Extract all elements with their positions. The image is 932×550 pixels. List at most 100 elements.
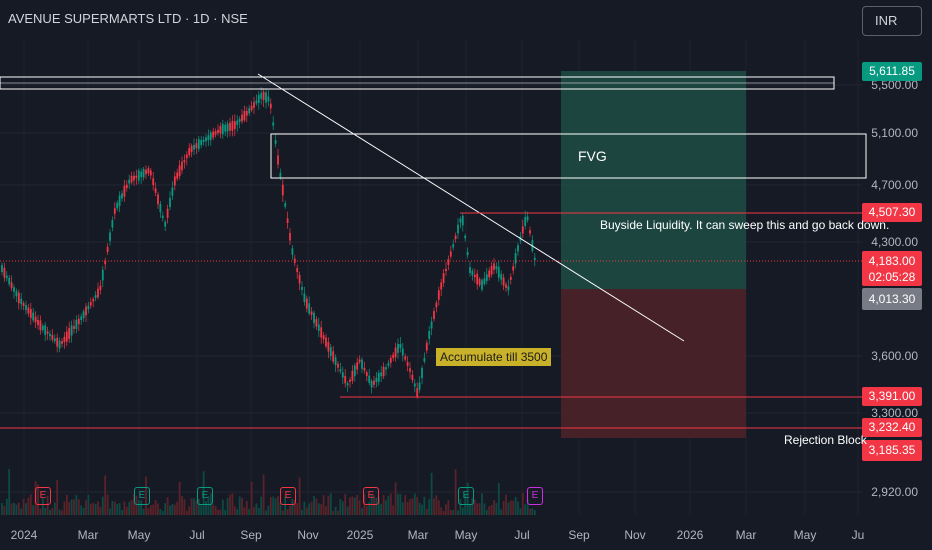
candle-body xyxy=(382,366,385,377)
candle-body xyxy=(421,367,423,379)
candle-body xyxy=(485,274,488,281)
earnings-marker[interactable]: E xyxy=(134,487,150,505)
candle-body xyxy=(171,187,174,196)
candle-body xyxy=(245,110,248,116)
volume-bar xyxy=(341,501,344,515)
volume-bar xyxy=(99,506,102,515)
trend-line[interactable] xyxy=(257,73,685,342)
candle-body xyxy=(521,226,524,234)
earnings-marker-label: E xyxy=(138,490,146,501)
earnings-marker-label: E xyxy=(462,490,470,501)
candle-body xyxy=(190,145,193,153)
volume-bar xyxy=(25,503,27,515)
candle-body xyxy=(15,291,18,297)
candle-body xyxy=(195,143,198,149)
candle-body xyxy=(94,295,97,299)
candle-body xyxy=(406,362,409,366)
volume-bar xyxy=(233,506,236,515)
volume-bar xyxy=(169,505,171,515)
candle-body xyxy=(169,197,171,208)
candle-body xyxy=(445,268,447,272)
candle-body xyxy=(397,343,399,353)
volume-bar xyxy=(296,503,299,515)
volume-bar xyxy=(399,493,402,515)
volume-bar xyxy=(157,503,159,515)
candle-body xyxy=(308,303,311,314)
volume-bar xyxy=(488,506,491,515)
candle-body xyxy=(286,218,289,223)
volume-bar xyxy=(51,508,54,515)
candle-body xyxy=(217,129,219,133)
volume-bar xyxy=(284,496,287,515)
volume-bar xyxy=(308,503,311,515)
volume-bar xyxy=(401,502,404,515)
earnings-marker[interactable]: E xyxy=(363,487,379,505)
candle-body xyxy=(125,184,128,189)
volume-bar xyxy=(145,476,147,515)
volume-bar xyxy=(329,493,332,515)
volume-bar xyxy=(149,505,152,515)
volume-bar xyxy=(524,504,527,515)
candle-body xyxy=(106,246,109,253)
earnings-marker[interactable]: E xyxy=(197,487,213,505)
volume-bar xyxy=(15,504,18,515)
volume-bar xyxy=(185,510,188,515)
candle-body xyxy=(130,176,133,183)
candle-body xyxy=(478,279,481,285)
x-tick: Jul xyxy=(514,528,530,542)
volume-bar xyxy=(313,496,315,515)
volume-bar xyxy=(104,475,107,515)
volume-bar xyxy=(82,507,85,515)
candle-body xyxy=(147,168,150,174)
volume-bar xyxy=(200,505,203,515)
candle-body xyxy=(361,359,363,369)
candle-body xyxy=(461,215,464,226)
earnings-marker[interactable]: E xyxy=(527,487,543,505)
candle-body xyxy=(135,175,138,178)
candle-body xyxy=(334,357,337,366)
x-tick: Mar xyxy=(407,528,429,542)
volume-bar xyxy=(101,496,104,515)
volume-bar xyxy=(265,510,267,515)
candle-body xyxy=(260,93,263,99)
earnings-marker[interactable]: E xyxy=(458,487,474,505)
candle-body xyxy=(341,372,344,378)
volume-bar xyxy=(137,499,140,515)
volume-bar xyxy=(449,509,452,515)
volume-bar xyxy=(17,502,20,515)
candle-body xyxy=(289,232,291,241)
volume-bar xyxy=(56,479,59,515)
candle-body xyxy=(433,311,435,319)
candle-body xyxy=(502,277,505,286)
candle-body xyxy=(176,172,179,179)
candle-body xyxy=(61,341,63,344)
volume-bar xyxy=(293,499,296,515)
candle-body xyxy=(22,303,25,306)
volume-bar xyxy=(356,494,359,515)
volume-bar xyxy=(478,503,481,515)
candle-body xyxy=(5,275,8,279)
candle-body xyxy=(305,298,308,309)
fvg-box[interactable] xyxy=(270,133,867,179)
current-price-badge: 4,183.00 02:05:28 xyxy=(862,251,922,286)
x-tick: Ju xyxy=(851,528,865,542)
candle-body xyxy=(380,372,383,377)
volume-bar xyxy=(289,505,291,515)
candle-body xyxy=(262,91,265,101)
candle-body xyxy=(63,336,66,343)
candle-body xyxy=(517,245,519,252)
volume-bar xyxy=(435,495,438,515)
volume-bar xyxy=(358,500,361,515)
earnings-marker-label: E xyxy=(367,490,375,501)
volume-bar xyxy=(533,509,536,515)
candle-body xyxy=(39,320,42,331)
volume-bar xyxy=(418,502,421,515)
currency-button[interactable]: INR xyxy=(862,6,922,36)
earnings-marker[interactable]: E xyxy=(280,487,296,505)
volume-bar xyxy=(159,509,162,515)
earnings-marker[interactable]: E xyxy=(35,487,51,505)
volume-bar xyxy=(471,498,474,515)
candle-body xyxy=(207,135,210,141)
candle-body xyxy=(173,176,176,186)
